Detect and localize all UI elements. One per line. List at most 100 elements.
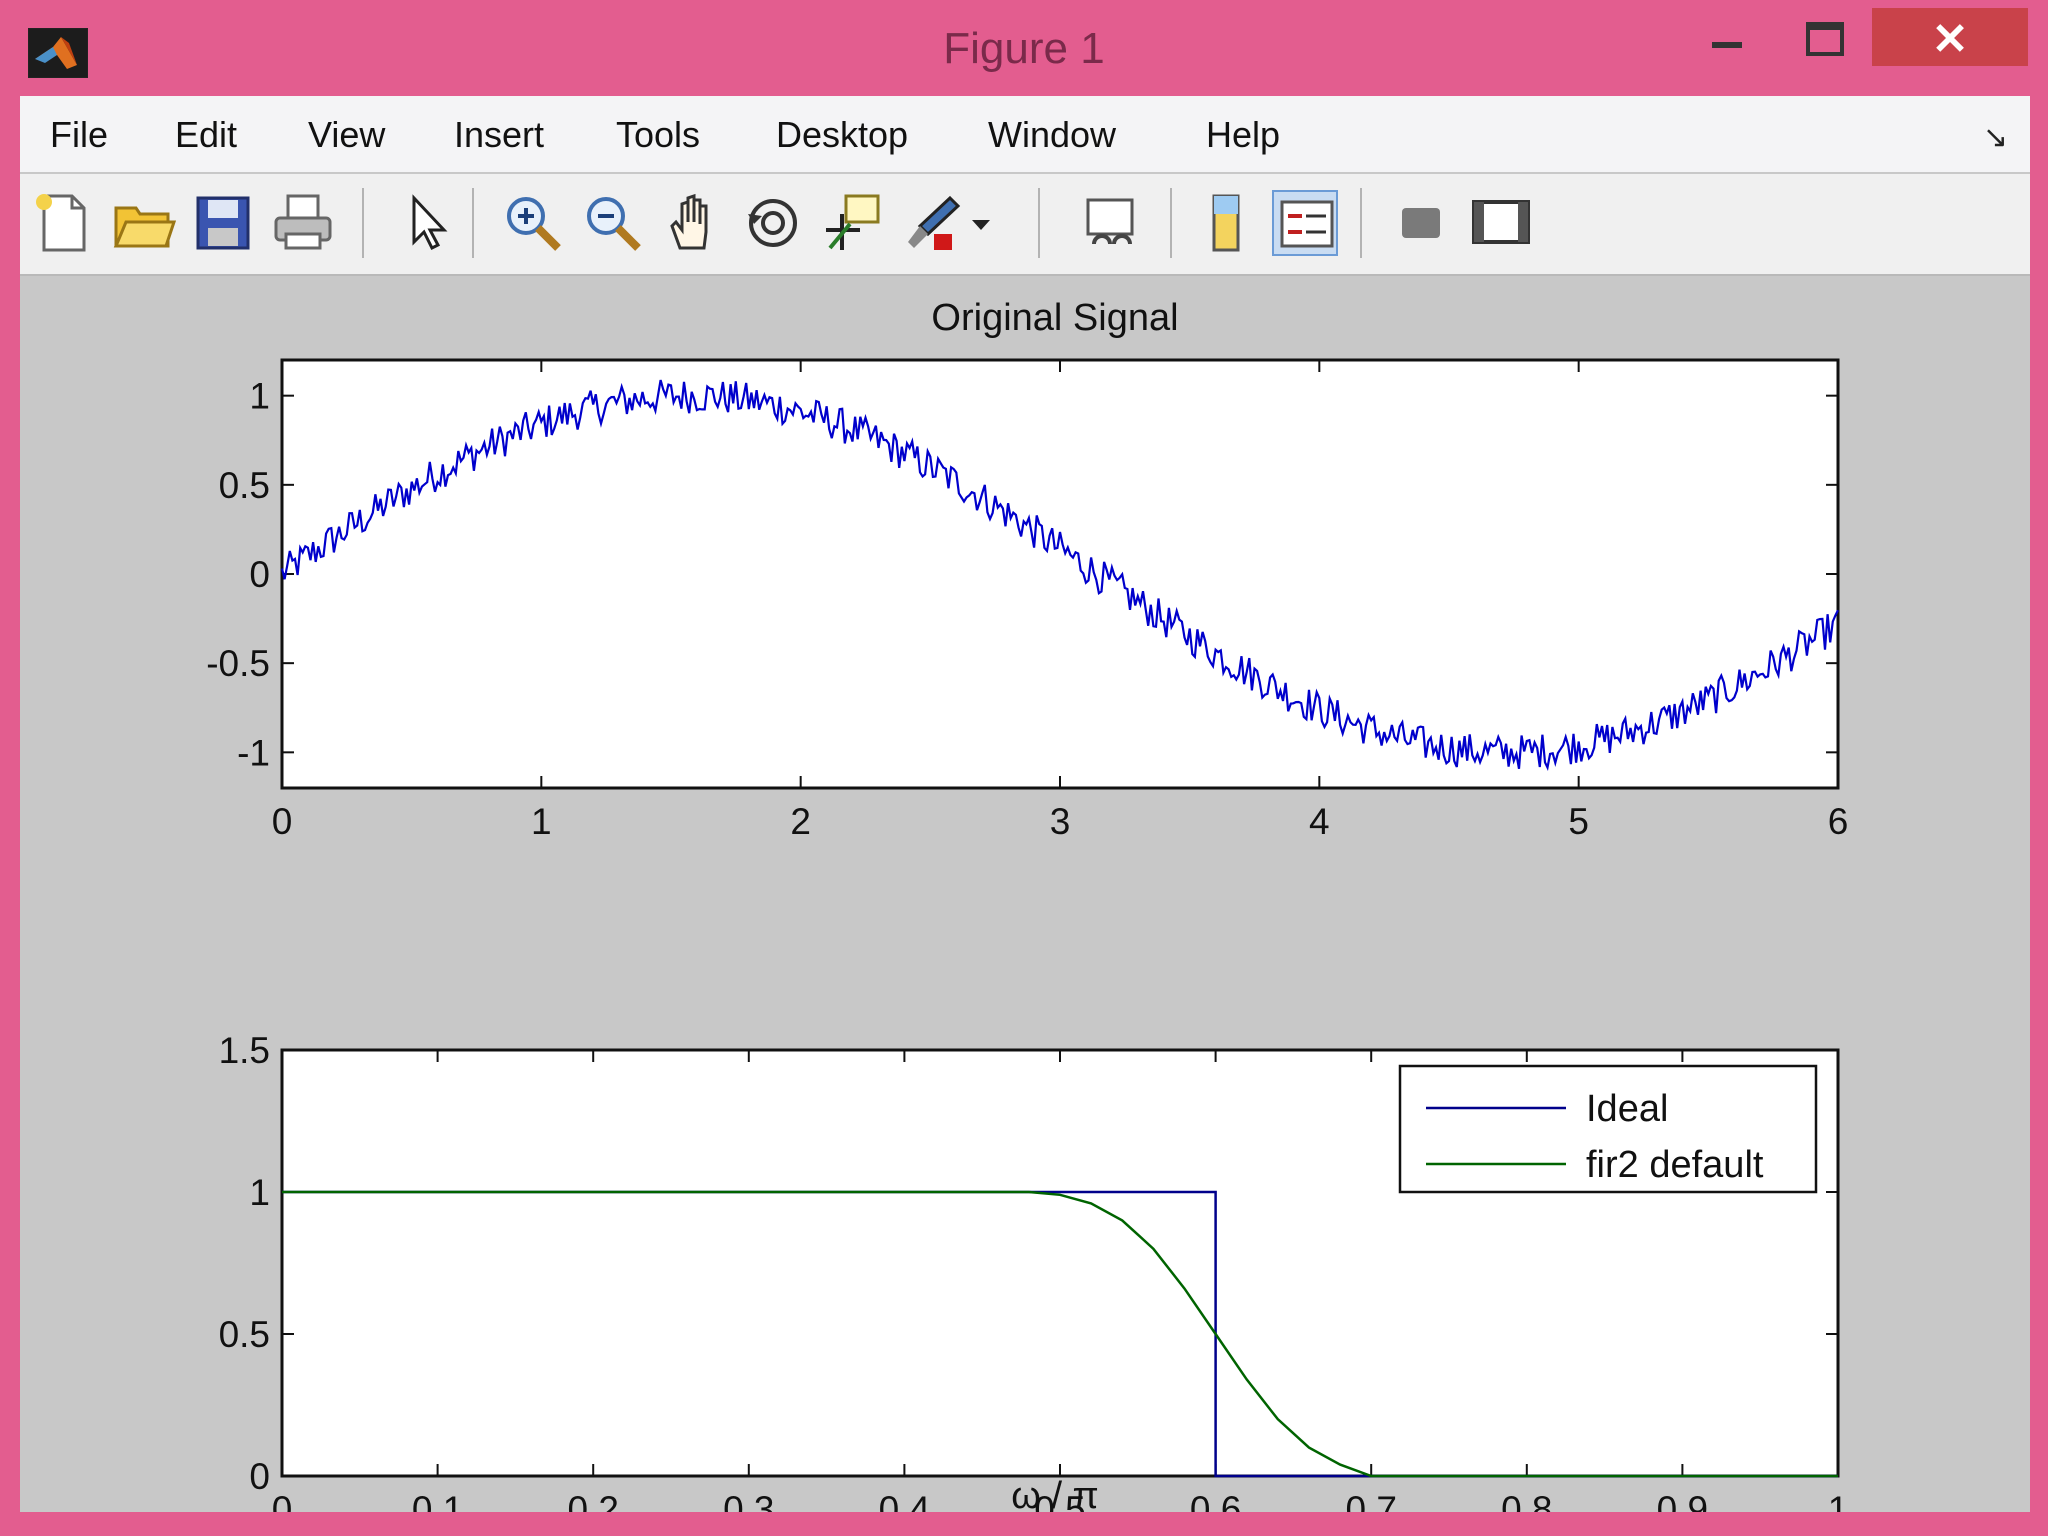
subplot2-ytick-label: 0 — [249, 1456, 270, 1497]
brush-icon — [908, 195, 961, 250]
pan-hand-icon — [670, 193, 708, 250]
subplot2-xtick-label: 0.5 — [1034, 1489, 1085, 1512]
pointer-icon — [412, 194, 448, 251]
zoom-in-button[interactable] — [500, 190, 566, 256]
matlab-logo-icon — [28, 28, 88, 78]
hide-plot-tools-button[interactable] — [1388, 190, 1454, 256]
minimize-button[interactable] — [1690, 8, 1762, 66]
subplot1-title: Original Signal — [931, 297, 1178, 339]
subplot1-xtick-label: 0 — [272, 801, 293, 842]
fir2-default-line — [282, 1190, 1838, 1478]
rotate-3d-button[interactable] — [740, 190, 806, 256]
toolbar-separator — [1038, 188, 1040, 258]
legend-button[interactable] — [1272, 190, 1338, 256]
toolbar-separator — [362, 188, 364, 258]
figure-toolbar — [20, 174, 2030, 276]
figure-canvas[interactable]: Original Signal 0 1 2 3 4 5 6-1-0.500.51 0 0.1 0… — [20, 276, 2030, 1512]
subplot2-xtick-label: 0.2 — [567, 1489, 618, 1512]
menu-window[interactable]: Window — [988, 114, 1117, 155]
menu-help[interactable]: Help — [1206, 114, 1281, 155]
brush-dropdown[interactable] — [966, 190, 996, 256]
data-cursor-button[interactable] — [820, 190, 886, 256]
link-plot-icon — [1086, 198, 1134, 245]
subplot2-xtick-label: 0.1 — [412, 1489, 463, 1512]
minimize-icon — [1712, 42, 1742, 48]
subplot2-xtick-label: 0.7 — [1345, 1489, 1396, 1512]
subplot1-xtick-label: 6 — [1828, 801, 1849, 842]
legend-box — [1398, 1064, 1818, 1194]
subplot1-xtick-label: 4 — [1309, 801, 1330, 842]
legend-label-fir2: fir2 default — [1586, 1144, 1764, 1186]
title-bar[interactable]: Figure 1 ✕ — [0, 0, 2048, 96]
legend-label-ideal: Ideal — [1586, 1088, 1668, 1130]
subplot2-xtick-label: 0.8 — [1501, 1489, 1552, 1512]
toolbar-separator — [1360, 188, 1362, 258]
brush-button[interactable] — [900, 190, 966, 256]
subplot2-xtick-label: 0.3 — [723, 1489, 774, 1512]
subplot1-axes[interactable] — [280, 358, 1840, 790]
pointer-button[interactable] — [392, 190, 458, 256]
close-button[interactable]: ✕ — [1872, 8, 2028, 66]
subplot1-xtick-label: 2 — [790, 801, 811, 842]
toolbar-separator — [1170, 188, 1172, 258]
subplot1-xtick-label: 1 — [531, 801, 552, 842]
menu-tools[interactable]: Tools — [616, 114, 701, 155]
subplot1-ytick-label: -1 — [237, 732, 270, 773]
new-figure-button[interactable] — [30, 190, 96, 256]
dock-arrow-icon[interactable]: ↘ — [1982, 121, 2008, 154]
link-plot-button[interactable] — [1080, 190, 1146, 256]
print-button[interactable] — [270, 190, 336, 256]
subplot2-xtick-label: 0.6 — [1190, 1489, 1241, 1512]
save-icon — [196, 196, 250, 250]
open-file-button[interactable] — [110, 190, 177, 256]
subplot2-xtick-label: 0.9 — [1657, 1489, 1708, 1512]
show-plot-tools-icon — [1472, 200, 1530, 244]
chevron-down-icon — [972, 220, 990, 230]
show-plot-tools-button[interactable] — [1468, 190, 1534, 256]
subplot1-ytick-label: -0.5 — [206, 643, 270, 684]
subplot2-ytick-label: 1.5 — [219, 1030, 270, 1071]
maximize-icon — [1806, 22, 1844, 56]
pan-button[interactable] — [660, 190, 726, 256]
zoom-out-button[interactable] — [580, 190, 646, 256]
subplot1-ytick-label: 1 — [249, 376, 270, 417]
subplot2-xlabel: ω / π — [1011, 1475, 1099, 1512]
figure-client: File Edit View Insert Tools Desktop Wind… — [20, 96, 2030, 1512]
data-cursor-icon — [826, 194, 880, 250]
menu-bar: File Edit View Insert Tools Desktop Wind… — [20, 96, 2030, 172]
subplot2-ytick-label: 1 — [249, 1172, 270, 1213]
subplot1-ticks: 0 1 2 3 4 5 6 -1 -0.5 0 0.5 1 — [206, 360, 1848, 842]
menu-desktop[interactable]: Desktop — [776, 114, 909, 155]
zoom-out-icon — [587, 197, 641, 251]
colorbar-icon — [1212, 194, 1240, 252]
print-icon — [274, 194, 332, 250]
subplot2-ticks: 0 0.1 0.2 0.3 0.4 0.5 0.6 0.7 0.8 0.9 1 0 0.5 1 1.5 — [219, 1030, 1849, 1512]
menu-edit[interactable]: Edit — [175, 114, 238, 155]
legend-icon — [1280, 200, 1334, 248]
subplot1-xtick-label: 3 — [1050, 801, 1071, 842]
maximize-button[interactable] — [1786, 8, 1858, 66]
save-button[interactable] — [190, 190, 256, 256]
subplot2-ytick-label: 0.5 — [219, 1314, 270, 1355]
zoom-in-icon — [507, 197, 561, 251]
subplot2-xtick-label: 0 — [272, 1489, 293, 1512]
menu-insert[interactable]: Insert — [454, 114, 545, 155]
subplot1-ytick-label: 0.5 — [219, 465, 270, 506]
subplot2-xtick-label: 1 — [1828, 1489, 1849, 1512]
legend[interactable]: Ideal fir2 default — [1398, 1064, 1818, 1194]
subplot1-ytick-label: 0 — [249, 554, 270, 595]
subplot1-xtick-label: 5 — [1568, 801, 1589, 842]
new-figure-icon — [36, 194, 86, 252]
window-title: Figure 1 — [943, 24, 1105, 73]
toolbar-separator — [472, 188, 474, 258]
hide-plot-tools-icon — [1402, 208, 1440, 238]
menu-file[interactable]: File — [50, 114, 109, 155]
menu-view[interactable]: View — [308, 114, 386, 155]
subplot2-xtick-label: 0.4 — [879, 1489, 930, 1512]
plot-area: Original Signal 0 1 2 3 4 5 6 -1 -0.5 0 0.5 1 0 0.1 0… — [20, 276, 2030, 1512]
colorbar-button[interactable] — [1194, 190, 1260, 256]
open-file-icon — [113, 206, 177, 248]
rotate-3d-icon — [748, 199, 797, 247]
close-icon: ✕ — [1931, 15, 1969, 64]
